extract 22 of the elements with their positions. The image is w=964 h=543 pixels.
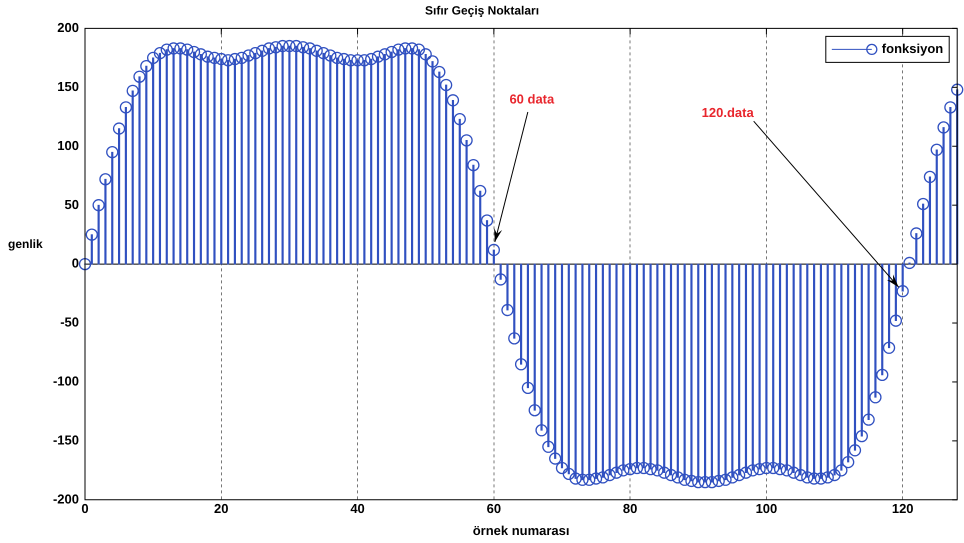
x-tick-label: 40 xyxy=(350,501,365,516)
x-tick-label: 60 xyxy=(486,501,502,516)
legend-label: fonksiyon xyxy=(882,40,944,56)
y-axis-title: genlik xyxy=(8,236,43,251)
annotation: 120.data xyxy=(702,104,754,120)
y-tick-label: -200 xyxy=(52,491,79,506)
y-tick-label: 50 xyxy=(64,196,79,212)
x-tick-label: 120 xyxy=(892,501,914,516)
x-tick-label: 20 xyxy=(214,501,229,516)
y-tick-label: -50 xyxy=(60,314,79,330)
x-tick-label: 0 xyxy=(81,501,89,516)
y-tick-label: -150 xyxy=(52,432,79,448)
y-tick-label: 0 xyxy=(72,256,79,271)
y-tick-label: -100 xyxy=(52,374,79,389)
x-axis-title: örnek numarası xyxy=(472,522,570,538)
x-tick-label: 100 xyxy=(756,501,778,516)
y-tick-label: 150 xyxy=(57,78,79,94)
annotation: 60 data xyxy=(509,92,556,107)
y-tick-label: 200 xyxy=(57,20,79,35)
x-tick-label: 80 xyxy=(622,501,638,516)
y-tick-label: 100 xyxy=(57,138,79,153)
chart-title: Sıfır Geçiş Noktaları xyxy=(424,4,540,18)
